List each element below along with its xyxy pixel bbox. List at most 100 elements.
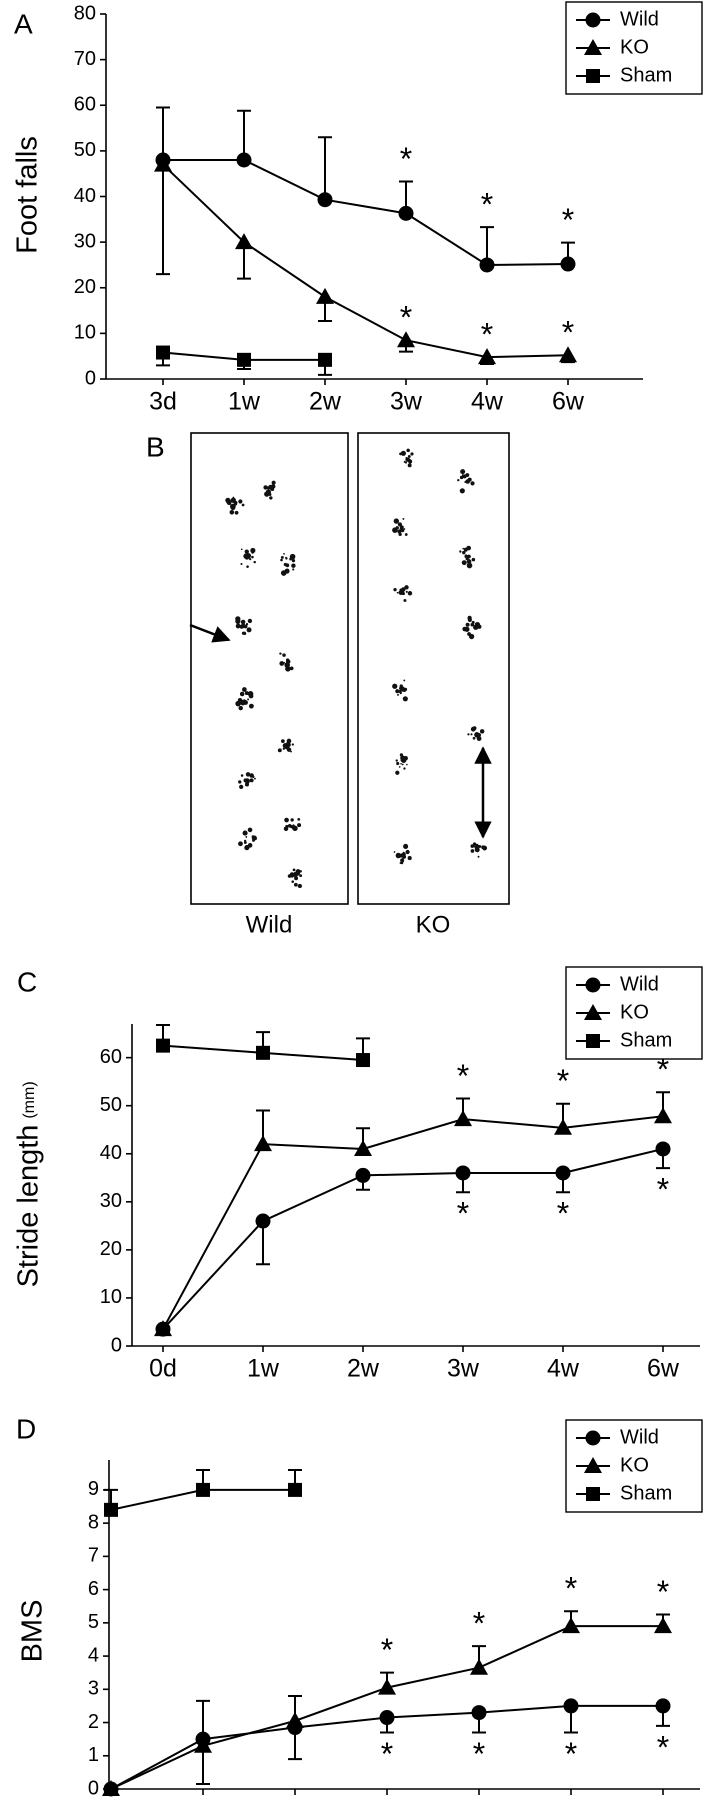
footprint-dot [239, 784, 244, 789]
footprint-dot [253, 560, 256, 564]
footprint-dot [290, 818, 294, 822]
footprint-dot [470, 849, 475, 853]
footprint-dot [254, 837, 257, 841]
footprint-dot [401, 763, 404, 766]
footprint-dot [249, 557, 252, 561]
footprint-dot [466, 562, 473, 569]
footprint-dot [395, 759, 398, 762]
y-tick-label: 8 [88, 1511, 99, 1533]
data-point [378, 1678, 396, 1695]
footprint-dot [238, 699, 244, 705]
x-tick-label: 0d [149, 1355, 177, 1383]
panel-letter: A [14, 8, 33, 39]
footprint-dot [460, 469, 466, 475]
footprint-dot [470, 844, 475, 848]
footprint-dot [471, 557, 476, 562]
significance-mark: * [473, 1606, 485, 1642]
footprint-dot [282, 653, 286, 657]
footprint-dot [247, 827, 253, 833]
footprint-dot [297, 817, 301, 821]
footprint-dot [282, 747, 285, 750]
legend-label: Sham [620, 64, 672, 86]
footprint-dot [235, 618, 241, 624]
series-line [163, 159, 569, 266]
footprint-dot [400, 762, 402, 765]
data-point [235, 233, 253, 250]
footprint-dot [470, 733, 473, 736]
y-tick-label: 60 [100, 1046, 122, 1068]
footprint-dot [299, 874, 303, 878]
legend-marker [586, 1034, 600, 1048]
footprint-dot [229, 503, 236, 510]
footprint-dot [236, 623, 240, 627]
legend-label: Wild [620, 973, 659, 995]
footprint-dot [245, 779, 248, 782]
footprint-dot [405, 590, 408, 593]
footprint-dot [467, 733, 470, 736]
footprint-dot [254, 777, 256, 780]
footprint-dot [244, 845, 250, 851]
footprint-dot [246, 627, 252, 633]
footprint-frame [190, 432, 349, 905]
x-tick-label: 1w [187, 1798, 220, 1800]
data-point [356, 1053, 370, 1068]
y-tick-label: 3 [88, 1678, 99, 1700]
legend-label: Wild [620, 8, 659, 30]
significance-mark: * [400, 141, 412, 177]
footprint-dot [392, 527, 398, 533]
footprint-dot [472, 842, 477, 846]
footprint-dot [283, 661, 286, 664]
footprint-dot [477, 855, 480, 858]
footprint-dot [400, 450, 406, 456]
significance-mark: * [473, 1736, 485, 1772]
footprint-dot [241, 503, 245, 507]
data-point [288, 1482, 302, 1497]
footprint-dot [402, 517, 405, 520]
data-point [316, 287, 334, 304]
significance-mark: * [381, 1736, 393, 1772]
footprint-dot [461, 560, 467, 566]
footprint-dot [269, 496, 273, 500]
footprint-dot [247, 618, 253, 624]
data-point [102, 1780, 120, 1796]
footprint-dot [245, 772, 251, 777]
footprint-dot [406, 763, 408, 766]
footprint-dot [251, 835, 255, 838]
significance-mark: * [565, 1571, 577, 1607]
footprint-dot [285, 824, 289, 829]
legend-label: KO [620, 36, 649, 58]
data-point [563, 1698, 579, 1714]
data-point [255, 1213, 271, 1229]
data-point [156, 345, 170, 360]
footprint-dot [289, 666, 294, 671]
footprint-dot [226, 499, 232, 505]
significance-mark: * [557, 1063, 569, 1099]
footprint-dot [459, 475, 464, 480]
footprint-dot [403, 598, 407, 602]
data-point [286, 1711, 304, 1728]
footprint-dot [407, 591, 413, 596]
footprint-dot [243, 841, 247, 844]
footprint-dot [467, 477, 472, 482]
footprint-dot [400, 853, 405, 858]
footprint-dot [238, 841, 243, 847]
x-tick-label: 8w [647, 1798, 680, 1800]
y-axis-unit: (mm) [21, 1081, 38, 1118]
footprint-dot [399, 524, 403, 528]
footprint-dot [247, 698, 250, 701]
footprint-dot [280, 570, 287, 576]
x-tick-label: 2w [347, 1355, 380, 1383]
legend-marker [584, 1004, 602, 1020]
x-tick-label: 6w [555, 1798, 588, 1800]
footprint-dot [247, 691, 254, 697]
footprint-dot [474, 847, 480, 853]
footprint-dot [402, 687, 407, 692]
footprint-dot [252, 775, 255, 779]
footprint-dot [251, 551, 254, 554]
image-label: KO [416, 911, 451, 938]
y-tick-label: 80 [74, 2, 96, 24]
footprint-dot [403, 679, 406, 682]
arrow [189, 623, 231, 643]
data-point [455, 1165, 471, 1181]
